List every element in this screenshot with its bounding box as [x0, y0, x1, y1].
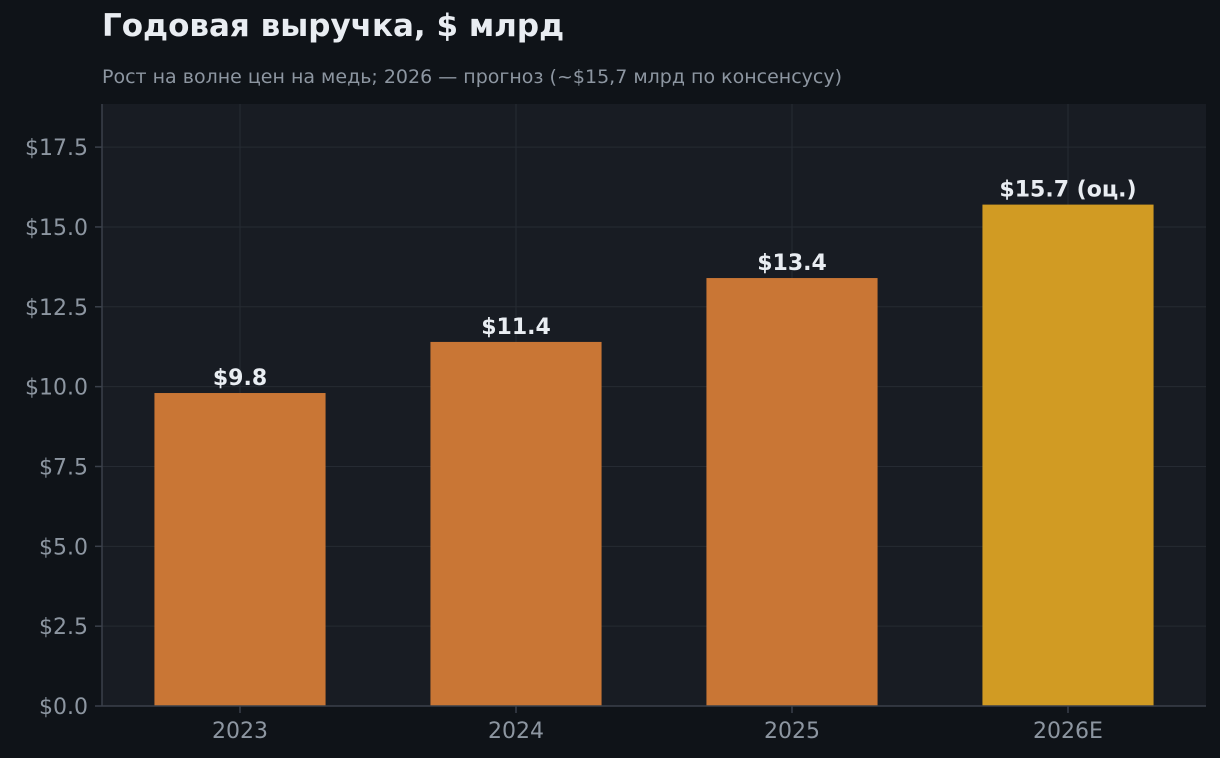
bar-value-label: $15.7 (оц.): [999, 178, 1136, 203]
chart-title: Годовая выручка, $ млрд: [102, 8, 565, 44]
chart-subtitle: Рост на волне цен на медь; 2026 — прогно…: [102, 66, 842, 88]
y-tick-label: $2.5: [39, 615, 88, 640]
bar-value-label: $13.4: [757, 251, 827, 276]
bar-2024: [430, 341, 602, 706]
bar-value-label: $9.8: [213, 366, 267, 391]
y-tick-label: $7.5: [39, 455, 88, 480]
y-tick-label: $12.5: [25, 296, 88, 321]
bar-2023: [154, 393, 326, 706]
x-tick-label: 2026E: [1033, 719, 1103, 744]
bar-2025: [706, 278, 878, 706]
y-tick-label: $5.0: [39, 535, 88, 560]
y-tick-label: $15.0: [25, 216, 88, 241]
bar-2026E: [982, 204, 1154, 706]
x-tick-label: 2023: [212, 719, 268, 744]
bar-value-label: $11.4: [481, 315, 551, 340]
x-tick-label: 2024: [488, 719, 544, 744]
y-tick-label: $17.5: [25, 136, 88, 161]
y-tick-label: $10.0: [25, 376, 88, 401]
y-tick-label: $0.0: [39, 695, 88, 720]
x-tick-label: 2025: [764, 719, 820, 744]
